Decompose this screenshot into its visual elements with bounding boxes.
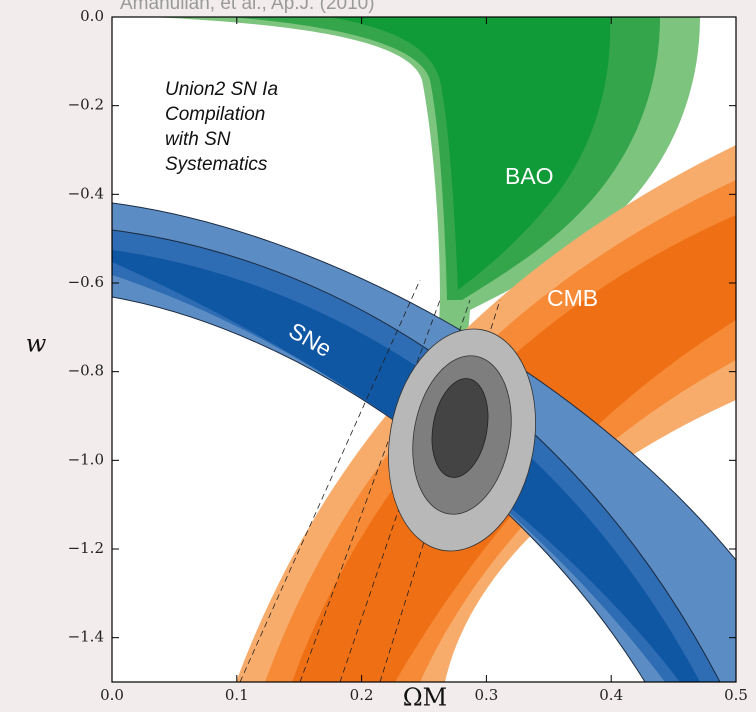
x-tick-label: 0.4: [599, 686, 623, 704]
x-tick-label: 0.0: [100, 686, 124, 704]
cmb-label: CMB: [547, 285, 598, 311]
x-tick-label: 0.2: [350, 686, 374, 704]
x-tick-label: 0.1: [225, 686, 249, 704]
bao-label: BAO: [505, 163, 554, 189]
annotation: Systematics: [165, 154, 268, 175]
y-tick-label: −0.6: [68, 273, 104, 291]
citation: Amanullah, et al., Ap.J. (2010): [120, 0, 375, 14]
y-tick-label: −1.0: [68, 450, 104, 468]
y-tick-label: −0.8: [68, 362, 104, 380]
y-tick-label: −1.2: [68, 539, 104, 557]
annotation: Union2 SN Ia: [165, 79, 278, 100]
page: Amanullah, et al., Ap.J. (2010) Union2 S…: [0, 0, 756, 712]
y-tick-label: −1.4: [68, 628, 104, 646]
y-tick-label: −0.2: [68, 96, 104, 114]
y-axis-label: w: [26, 330, 47, 358]
chart: Amanullah, et al., Ap.J. (2010) Union2 S…: [0, 0, 756, 712]
annotation: with SN: [165, 129, 231, 150]
x-tick-label: 0.3: [474, 686, 498, 704]
x-tick-label: 0.5: [724, 686, 748, 704]
y-tick-label: 0.0: [80, 7, 104, 25]
annotation: Compilation: [165, 104, 265, 125]
x-axis-label: ΩM: [403, 684, 447, 712]
y-tick-label: −0.4: [68, 184, 104, 202]
